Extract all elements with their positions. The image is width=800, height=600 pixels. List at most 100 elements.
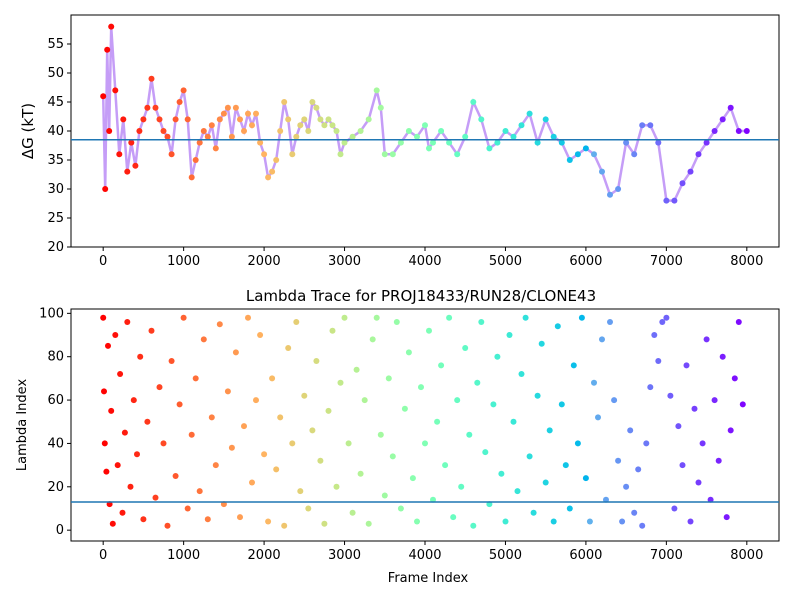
data-point bbox=[204, 516, 211, 523]
data-point bbox=[365, 520, 372, 527]
data-point bbox=[257, 139, 264, 146]
y-tick-label: 80 bbox=[47, 350, 64, 365]
data-point bbox=[164, 133, 171, 140]
data-point bbox=[200, 128, 207, 134]
x-tick-label: 5000 bbox=[489, 254, 522, 269]
data-point bbox=[277, 414, 284, 421]
data-point bbox=[168, 358, 175, 364]
data-point bbox=[558, 401, 565, 408]
data-point bbox=[124, 168, 131, 175]
data-point bbox=[313, 358, 320, 364]
data-point bbox=[121, 429, 128, 436]
data-point bbox=[582, 145, 589, 152]
data-point bbox=[100, 314, 107, 321]
data-point bbox=[127, 483, 134, 490]
x-tick-label: 3000 bbox=[328, 254, 361, 269]
data-point bbox=[611, 397, 618, 404]
data-point bbox=[281, 522, 288, 529]
data-point bbox=[397, 505, 404, 512]
data-point bbox=[369, 336, 376, 343]
data-point bbox=[333, 128, 340, 134]
data-point bbox=[245, 314, 251, 321]
y-tick-label: 55 bbox=[47, 37, 64, 52]
x-tick-label: 2000 bbox=[248, 254, 281, 269]
data-point bbox=[357, 128, 364, 134]
data-point bbox=[731, 375, 738, 382]
data-point bbox=[101, 440, 108, 447]
x-tick-label: 3000 bbox=[328, 548, 361, 563]
y-tick-label: 0 bbox=[56, 523, 64, 538]
data-point bbox=[478, 116, 485, 123]
delta-g-x-ticks: 0 1000 2000 3000 4000 5000 6000 7000 8000 bbox=[99, 247, 763, 269]
y-tick-label: 20 bbox=[47, 480, 64, 495]
data-point bbox=[305, 505, 312, 512]
data-point bbox=[530, 509, 537, 516]
data-point bbox=[241, 423, 247, 430]
data-point bbox=[735, 128, 742, 134]
data-point bbox=[663, 197, 670, 204]
data-point bbox=[309, 99, 316, 105]
data-point bbox=[506, 332, 513, 338]
data-point bbox=[643, 440, 650, 447]
data-point bbox=[232, 104, 239, 111]
data-point bbox=[136, 128, 143, 134]
data-point bbox=[434, 418, 441, 425]
data-point bbox=[494, 353, 501, 360]
data-point bbox=[106, 128, 113, 134]
data-point bbox=[257, 332, 264, 338]
data-point bbox=[140, 516, 147, 523]
data-point bbox=[317, 457, 324, 464]
data-point bbox=[502, 518, 509, 525]
data-point bbox=[105, 342, 111, 349]
data-point bbox=[389, 453, 396, 460]
data-point bbox=[679, 180, 686, 187]
data-point bbox=[591, 151, 597, 158]
data-point bbox=[639, 522, 646, 529]
data-point bbox=[699, 440, 706, 447]
data-point bbox=[265, 174, 272, 181]
data-point bbox=[711, 397, 718, 404]
data-point bbox=[566, 505, 573, 512]
data-point bbox=[321, 122, 328, 129]
data-point bbox=[486, 145, 493, 152]
data-point bbox=[204, 133, 211, 140]
lambda-y-axis-label: Lambda Index bbox=[15, 379, 30, 472]
data-point bbox=[405, 128, 412, 134]
data-point bbox=[739, 401, 746, 408]
data-point bbox=[631, 151, 638, 158]
data-point bbox=[124, 319, 131, 325]
data-point bbox=[349, 133, 356, 140]
y-tick-label: 40 bbox=[47, 436, 64, 451]
data-point bbox=[582, 475, 589, 482]
data-point bbox=[599, 336, 605, 343]
data-point bbox=[566, 157, 573, 163]
data-point bbox=[498, 470, 505, 477]
data-point bbox=[305, 128, 312, 134]
data-point bbox=[635, 466, 642, 473]
data-point bbox=[607, 191, 613, 198]
data-point bbox=[534, 392, 541, 399]
y-tick-label: 60 bbox=[47, 393, 64, 408]
data-point bbox=[172, 116, 179, 123]
x-tick-label: 4000 bbox=[408, 548, 441, 563]
data-point bbox=[651, 332, 658, 338]
data-point bbox=[265, 518, 272, 525]
data-point bbox=[393, 319, 400, 325]
lambda-y-ticks: 0 20 40 60 80 100 bbox=[39, 306, 71, 538]
data-point bbox=[711, 128, 718, 134]
data-point bbox=[446, 139, 453, 146]
delta-g-trace bbox=[101, 26, 747, 202]
x-tick-label: 5000 bbox=[489, 548, 522, 563]
data-point bbox=[667, 392, 674, 399]
data-point bbox=[655, 139, 662, 146]
data-point bbox=[510, 418, 517, 425]
data-point bbox=[675, 423, 682, 430]
data-point bbox=[695, 151, 702, 158]
delta-g-points bbox=[100, 23, 750, 204]
data-point bbox=[289, 440, 296, 447]
data-point bbox=[401, 405, 408, 412]
data-point bbox=[727, 104, 734, 111]
data-point bbox=[442, 462, 449, 469]
data-point bbox=[325, 116, 332, 123]
data-point bbox=[301, 392, 308, 399]
